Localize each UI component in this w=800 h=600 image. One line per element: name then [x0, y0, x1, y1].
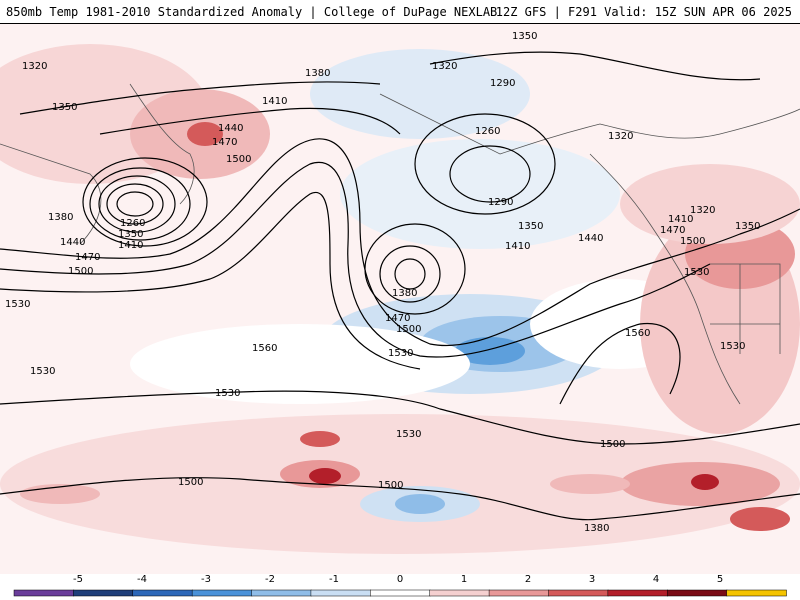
- contour-label: 1320: [608, 131, 633, 142]
- contour-label: 1410: [505, 241, 530, 252]
- contour-label: 1350: [735, 221, 760, 232]
- contour-label: 1350: [512, 31, 537, 42]
- low-2-contour: [394, 258, 426, 290]
- colorbar-segment: [666, 589, 728, 597]
- contour-line: [0, 390, 800, 445]
- colorbar-svg: [13, 589, 787, 597]
- contour-label: 1380: [584, 523, 609, 534]
- colorbar-tick-label: -4: [137, 574, 147, 585]
- map-svg: 1350 1320 1380 1290 1260 1320 1320 1350 …: [0, 24, 800, 574]
- colorbar-segment: [607, 589, 668, 597]
- contour-label: 1380: [48, 212, 73, 223]
- contour-label: 1530: [720, 341, 745, 352]
- low-1-contour: [116, 191, 154, 217]
- contour-label: 1440: [60, 237, 85, 248]
- model-valid-time: 12Z GFS | F291 Valid: 15Z SUN APR 06 202…: [495, 5, 792, 19]
- contour-label: 1500: [226, 154, 251, 165]
- contour-line: [99, 107, 401, 135]
- contour-label: 1410: [668, 214, 693, 225]
- colorbar-segment: [370, 589, 431, 597]
- map-header: 850mb Temp 1981-2010 Standardized Anomal…: [0, 0, 800, 24]
- colorbar-ticks: -5 -4 -3 -2 -1 0 1 2 3 4 5: [0, 574, 800, 588]
- contour-line: [559, 322, 681, 405]
- contour-line: [0, 138, 800, 346]
- contour-label: 1530: [396, 429, 421, 440]
- contour-label: 1530: [388, 348, 413, 359]
- colorbar-tick-label: 2: [524, 574, 532, 585]
- colorbar-segment: [310, 589, 372, 597]
- low-2-contour: [379, 245, 441, 303]
- colorbar-tick-label: 0: [396, 574, 404, 585]
- contour-line: [0, 191, 421, 370]
- contour-label: 1380: [305, 68, 330, 79]
- contour-label: 1500: [378, 480, 403, 491]
- colorbar-tick-label: -3: [201, 574, 211, 585]
- map-title: 850mb Temp 1981-2010 Standardized Anomal…: [6, 5, 498, 19]
- colorbar-segment: [726, 589, 787, 597]
- contour-label: 1560: [252, 343, 277, 354]
- contour-label: 1500: [600, 439, 625, 450]
- contour-label: 1320: [22, 61, 47, 72]
- low-1-contour: [82, 157, 208, 247]
- contour-label: 1410: [118, 240, 143, 251]
- contour-line: [0, 161, 711, 358]
- contour-label: 1530: [5, 299, 30, 310]
- contour-label: 1470: [660, 225, 685, 236]
- colorbar-tick-label: -1: [329, 574, 339, 585]
- contour-label: 1440: [218, 123, 243, 134]
- colorbar-segment: [191, 589, 253, 597]
- colorbar-tick-label: 3: [588, 574, 596, 585]
- colorbar-segment: [132, 589, 193, 597]
- contour-label: 1350: [518, 221, 543, 232]
- contour-label: 1500: [68, 266, 93, 277]
- contour-label-group: 1350 1320 1380 1290 1260 1320 1320 1350 …: [5, 31, 760, 534]
- contour-label: 1260: [475, 126, 500, 137]
- colorbar-segment: [548, 589, 609, 597]
- colorbar-tick-label: 4: [652, 574, 660, 585]
- contour-label: 1500: [178, 477, 203, 488]
- contour-label: 1470: [212, 137, 237, 148]
- anomaly-shading: [0, 24, 800, 574]
- contour-label: 1320: [432, 61, 457, 72]
- low-1-contour: [89, 167, 191, 241]
- colorbar-tick-label: -2: [265, 574, 275, 585]
- contour-line: [429, 51, 761, 81]
- low-3-contour: [449, 145, 531, 203]
- contour-label: 1500: [680, 236, 705, 247]
- contour-label: 1380: [392, 288, 417, 299]
- contour-label: 1560: [625, 328, 650, 339]
- contour-label: 1470: [75, 252, 100, 263]
- contour-label: 1290: [490, 78, 515, 89]
- colorbar-tick-label: -5: [73, 574, 83, 585]
- colorbar-tick-label: 5: [716, 574, 724, 585]
- low-3-contour: [414, 113, 556, 215]
- height-contours: [0, 51, 800, 521]
- map-panel: 1350 1320 1380 1290 1260 1320 1320 1350 …: [0, 24, 800, 574]
- contour-label: 1500: [396, 324, 421, 335]
- contour-label: 1440: [578, 233, 603, 244]
- contour-label: 1350: [52, 102, 77, 113]
- contour-label: 1320: [690, 205, 715, 216]
- contour-label: 1530: [30, 366, 55, 377]
- contour-label: 1260: [120, 218, 145, 229]
- colorbar: -5 -4 -3 -2 -1 0 1 2 3 4 5: [0, 574, 800, 600]
- contour-label: 1350: [118, 229, 143, 240]
- contour-line: [19, 81, 381, 115]
- colorbar-segment: [13, 589, 75, 597]
- colorbar-segment: [488, 589, 550, 597]
- low-1-contour: [98, 175, 176, 233]
- contour-label: 1470: [385, 313, 410, 324]
- colorbar-tick-label: 1: [460, 574, 468, 585]
- contour-label: 1530: [684, 267, 709, 278]
- low-1-contour: [106, 183, 164, 225]
- colorbar-segment: [251, 589, 312, 597]
- coastlines: [0, 83, 800, 405]
- contour-label: 1530: [215, 388, 240, 399]
- colorbar-segment: [73, 589, 134, 597]
- contour-line: [0, 477, 800, 521]
- colorbar-segment: [429, 589, 490, 597]
- contour-label: 1410: [262, 96, 287, 107]
- contour-label: 1290: [488, 197, 513, 208]
